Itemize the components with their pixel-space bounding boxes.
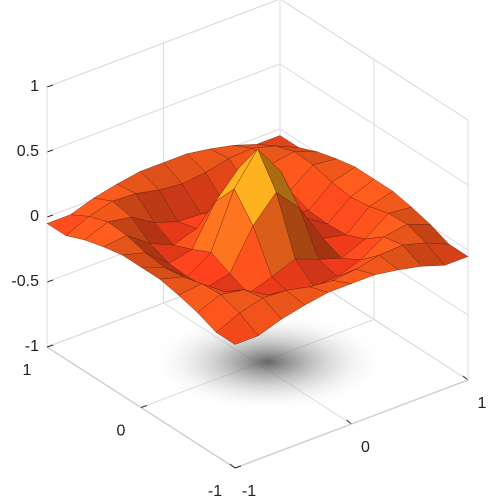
tick-mark (462, 375, 469, 381)
y-tick-label: 1 (23, 362, 32, 379)
tick-mark (46, 214, 54, 218)
tick-mark (46, 84, 54, 88)
z-tick-label: -1 (25, 338, 39, 355)
surface (46, 135, 469, 345)
x-tick-label: 0 (361, 439, 370, 456)
surface-patch (215, 312, 259, 345)
y-tick-label: -1 (208, 483, 222, 500)
tick-mark (234, 465, 242, 469)
tick-mark (229, 463, 236, 469)
z-tick-label: -0.5 (11, 273, 39, 290)
tick-mark (46, 279, 54, 283)
grid-line (234, 379, 469, 469)
tick-mark (140, 405, 148, 408)
x-tick-label: 1 (478, 395, 487, 412)
tick-mark (46, 344, 54, 348)
z-tick-label: 0.5 (17, 143, 39, 160)
tick-labels: -1 -0.5 0 0.5 1 -1 0 1 -1 0 1 (11, 78, 486, 500)
tick-mark (346, 419, 352, 425)
z-tick-label: 1 (30, 78, 39, 95)
y-tick-label: 0 (117, 423, 126, 440)
z-tick-label: 0 (30, 208, 39, 225)
tick-mark (46, 149, 54, 153)
x-tick-label: -1 (242, 483, 256, 500)
shadow (148, 312, 388, 412)
